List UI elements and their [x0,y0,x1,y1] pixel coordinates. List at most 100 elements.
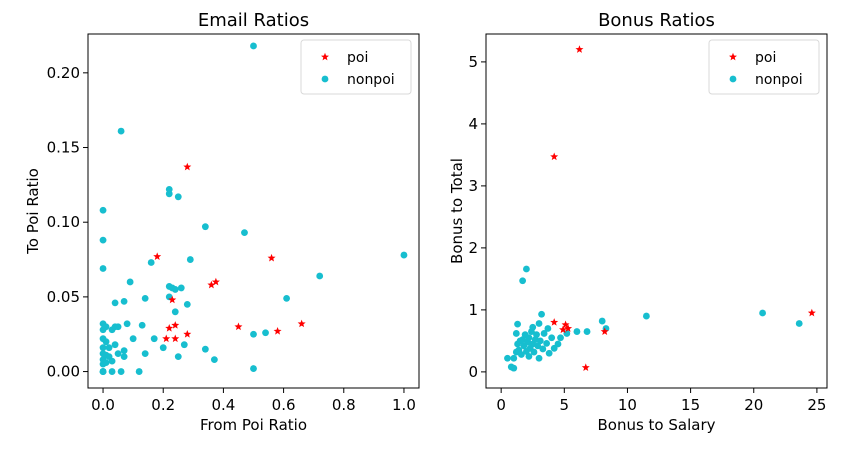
chart-title: Bonus Ratios [598,10,715,31]
point-nonpoi [535,354,543,362]
point-poi [561,320,570,329]
legend-label-poi: poi [347,50,368,66]
point-nonpoi [120,353,128,361]
point-nonpoi [533,331,540,339]
point-nonpoi [759,309,766,317]
point-nonpoi [174,193,182,201]
point-nonpoi [114,350,122,358]
point-nonpoi [177,284,185,292]
point-poi [183,162,192,171]
point-poi [575,45,584,53]
x-tick-label: 0.0 [91,396,115,414]
point-poi [211,277,220,286]
point-nonpoi [540,330,548,337]
series-nonpoi [99,42,408,375]
y-tick-label: 0.05 [47,288,80,306]
point-nonpoi [135,368,143,375]
point-poi [153,252,162,260]
point-nonpoi [102,323,110,331]
plot-frame [87,33,420,389]
point-nonpoi [400,251,408,259]
point-poi [559,325,568,334]
point-nonpoi [250,42,257,50]
point-nonpoi [210,356,218,364]
x-tick-label: 0 [496,396,506,414]
point-nonpoi [114,323,122,331]
chart-title: Email Ratios [198,10,309,31]
point-nonpoi [174,353,182,361]
point-nonpoi [530,348,538,356]
point-nonpoi [543,339,551,347]
point-nonpoi [250,365,257,372]
point-nonpoi [159,344,167,352]
x-tick-label: 0.4 [211,396,235,414]
legend-marker-nonpoi [321,75,329,83]
x-tick-label: 15 [681,396,700,414]
y-tick-label: 0.00 [47,363,80,381]
point-nonpoi [548,334,556,342]
point-nonpoi [583,328,591,335]
point-nonpoi [117,127,125,135]
point-poi [234,322,243,331]
point-nonpoi [111,299,119,307]
point-poi [162,334,171,343]
legend-box [708,39,820,95]
point-nonpoi [141,350,149,358]
point-nonpoi [150,335,158,343]
point-nonpoi [99,368,107,375]
legend-marker-nonpoi [729,75,737,83]
point-nonpoi [519,277,527,285]
legend-label-nonpoi: nonpoi [347,72,395,88]
y-tick-label: 0.10 [47,213,80,231]
legend: poi nonpoi [708,39,820,95]
point-nonpoi [525,352,533,360]
point-nonpoi [535,320,543,327]
legend-label-nonpoi: nonpoi [755,72,803,88]
point-poi [550,152,559,161]
point-nonpoi [795,320,803,327]
point-nonpoi [102,338,110,346]
point-nonpoi [120,297,128,305]
point-nonpoi [545,349,553,357]
point-nonpoi [536,337,544,345]
point-poi [267,253,276,262]
x-tick-label: 20 [744,396,763,414]
point-nonpoi [201,223,209,231]
point-nonpoi [510,354,518,362]
y-tick-label: 2 [468,239,478,257]
point-nonpoi [138,321,146,329]
x-axis-label: Bonus to Salary [597,416,715,434]
point-poi [564,324,573,332]
point-nonpoi [186,256,194,263]
y-tick-label: 0.15 [47,139,80,157]
point-poi [297,319,306,328]
point-nonpoi [316,272,324,280]
point-nonpoi [171,308,179,316]
point-poi [807,308,816,317]
point-nonpoi [126,278,134,286]
point-poi [600,327,609,335]
point-nonpoi [99,236,107,244]
point-nonpoi [111,341,119,349]
x-tick-label: 10 [618,396,637,414]
point-nonpoi [180,341,188,349]
point-nonpoi [102,359,110,367]
point-nonpoi [510,364,518,372]
point-nonpoi [147,259,155,266]
point-poi [550,318,559,326]
point-nonpoi [108,368,116,375]
point-poi [165,324,174,332]
point-poi [273,327,282,335]
point-nonpoi [123,320,131,328]
point-nonpoi [165,190,173,198]
x-tick-label: 1.0 [392,396,416,414]
point-poi [183,330,192,338]
point-nonpoi [201,345,209,353]
point-poi [207,280,216,289]
series-poi [153,162,306,343]
point-nonpoi [99,265,107,272]
y-tick-label: 4 [468,115,478,133]
legend-label-poi: poi [755,50,776,66]
point-nonpoi [554,340,562,348]
